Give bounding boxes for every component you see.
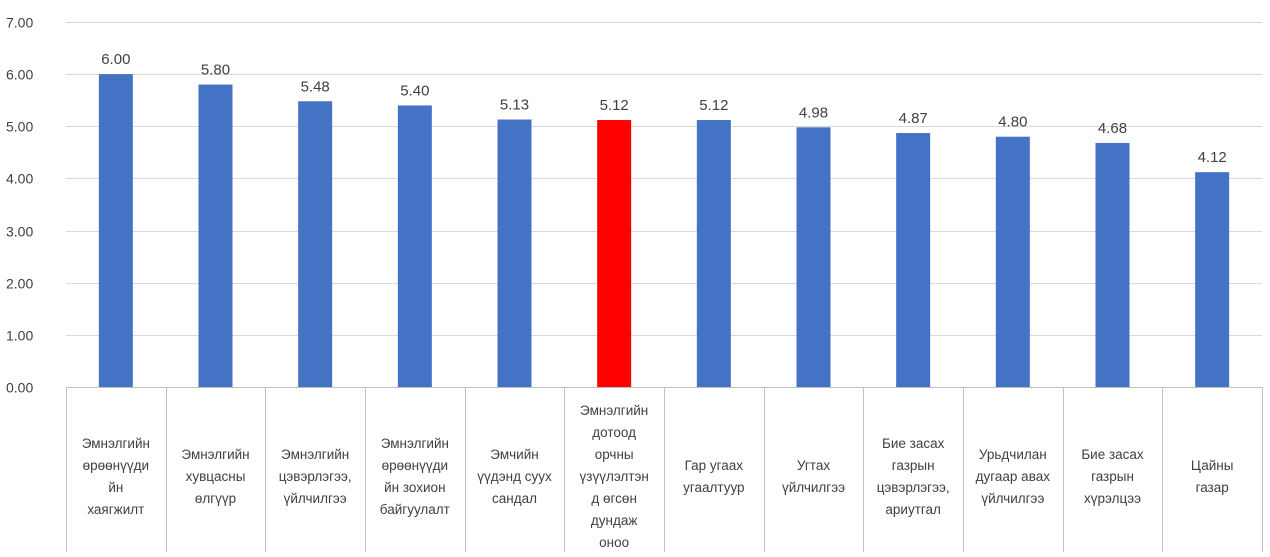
category-label-line: Угтах	[797, 458, 830, 473]
category-label: Гар угаах угаалтуур	[683, 458, 744, 495]
data-label: 5.12	[600, 97, 629, 114]
category-label-line: йн	[108, 480, 123, 495]
category-label: Бие засах газрын цэвэрлэгээ, ариутгал	[877, 436, 950, 517]
category-label-line: хаягжилт	[87, 502, 144, 517]
category-label-line: оноо	[599, 535, 629, 550]
category-label-line: үүдэнд суух	[477, 469, 552, 484]
category-label: Эмнэлгийн дотоод орчны үзүүлэлтэн д өгсөн дун…	[580, 403, 649, 550]
category-label-line: хүрэлцээ	[1084, 491, 1141, 506]
category-label: Эмнэлгийн цэвэрлэгээ, үйлчилгээ	[279, 447, 352, 506]
category-label-line: Урьдчилан	[979, 447, 1047, 462]
gridlines	[66, 22, 1262, 388]
y-tick-label: 1.00	[6, 328, 33, 344]
bar-highlight	[597, 120, 632, 388]
category-label-line: үзүүлэлтэн	[580, 469, 649, 484]
y-tick-label: 7.00	[6, 15, 33, 31]
category-axis: Эмнэлгийн өрөөнүүди йн хаягжилт Эмнэлгийн хув…	[66, 387, 1263, 552]
data-label: 4.12	[1198, 149, 1227, 166]
category-label-line: газрын	[892, 458, 935, 473]
data-label: 5.40	[400, 82, 429, 99]
bars	[98, 74, 1230, 388]
bar	[497, 119, 532, 387]
category-label-line: орчны	[595, 447, 634, 462]
bar	[198, 84, 233, 388]
category-label: Эмчийн үүдэнд суух сандал	[477, 447, 552, 506]
data-label: 4.98	[799, 104, 828, 121]
data-label: 5.13	[500, 97, 529, 114]
category-label-line: өрөөнүүди	[83, 458, 149, 473]
category-label: Эмнэлгийн өрөөнүүди йн зохион байгуулалт	[380, 436, 450, 517]
category-label-line: газрын	[1091, 469, 1134, 484]
category-label: Урьдчилан дугаар авах үйлчилгээ	[976, 447, 1051, 506]
category-label-line: Эмнэлгийн	[381, 436, 449, 451]
category-label-line: йн зохион	[384, 480, 445, 495]
bar	[298, 101, 333, 387]
category-label-line: Эмнэлгийн	[82, 436, 150, 451]
category-label-line: д өгсөн	[591, 491, 636, 506]
category-label-line: Эмнэлгийн	[580, 403, 648, 418]
category-label: Эмнэлгийн хувцасны өлгүүр	[181, 447, 249, 506]
data-label: 4.87	[899, 110, 928, 127]
bar	[1095, 142, 1130, 387]
category-label-line: угаалтуур	[683, 480, 744, 495]
category-label-line: дугаар авах	[976, 469, 1051, 484]
category-label: Цайны газар	[1191, 458, 1234, 495]
category-label-line: дундаж	[591, 513, 638, 528]
y-axis-ticks: 0.00 1.00 2.00 3.00 4.00 5.00 6.00 7.00	[6, 15, 33, 396]
category-label-line: хувцасны	[186, 469, 246, 484]
category-label-line: үйлчилгээ	[284, 491, 347, 506]
y-tick-label: 5.00	[6, 119, 33, 135]
y-tick-label: 4.00	[6, 171, 33, 187]
category-label-line: Гар угаах	[685, 458, 744, 473]
category-label-line: Бие засах	[1081, 447, 1144, 462]
category-label: Угтах үйлчилгээ	[782, 458, 845, 495]
category-label-line: үйлчилгээ	[981, 491, 1044, 506]
category-label-line: цэвэрлэгээ,	[279, 469, 352, 484]
category-label-line: Эмчийн	[490, 447, 538, 462]
category-label-line: Эмнэлгийн	[181, 447, 249, 462]
bar	[1195, 172, 1230, 387]
bar	[696, 120, 731, 388]
category-label: Бие засах газрын хүрэлцээ	[1081, 447, 1144, 506]
category-label-line: дотоод	[592, 425, 636, 440]
category-label-line: сандал	[492, 491, 537, 506]
bar	[796, 127, 831, 387]
bar	[896, 133, 931, 387]
y-tick-label: 0.00	[6, 380, 33, 396]
category-label-line: газар	[1196, 480, 1229, 495]
category-label-line: цэвэрлэгээ,	[877, 480, 950, 495]
category-label-line: өлгүүр	[195, 491, 236, 506]
y-tick-label: 6.00	[6, 67, 33, 83]
data-label: 4.68	[1098, 120, 1127, 137]
category-label-line: үйлчилгээ	[782, 480, 845, 495]
category-label-line: байгуулалт	[380, 502, 450, 517]
bar	[397, 105, 432, 387]
data-labels: 6.00 5.80 5.48 5.40 5.13 5.12 5.12 4.98 4.87 4.80…	[101, 51, 1227, 166]
category-label-line: ариутгал	[885, 502, 941, 517]
y-tick-label: 2.00	[6, 276, 33, 292]
category-label-line: Цайны	[1191, 458, 1234, 473]
category-label-line: Эмнэлгийн	[281, 447, 349, 462]
y-tick-label: 3.00	[6, 224, 33, 240]
bar	[98, 74, 133, 388]
bar	[995, 136, 1030, 387]
data-label: 5.48	[301, 78, 330, 95]
data-label: 6.00	[101, 51, 130, 68]
data-label: 4.80	[998, 114, 1027, 131]
category-label-line: Бие засах	[882, 436, 945, 451]
data-label: 5.12	[699, 97, 728, 114]
category-label-line: өрөөнүүди	[382, 458, 448, 473]
data-label: 5.80	[201, 62, 230, 79]
category-label: Эмнэлгийн өрөөнүүди йн хаягжилт	[82, 436, 150, 517]
